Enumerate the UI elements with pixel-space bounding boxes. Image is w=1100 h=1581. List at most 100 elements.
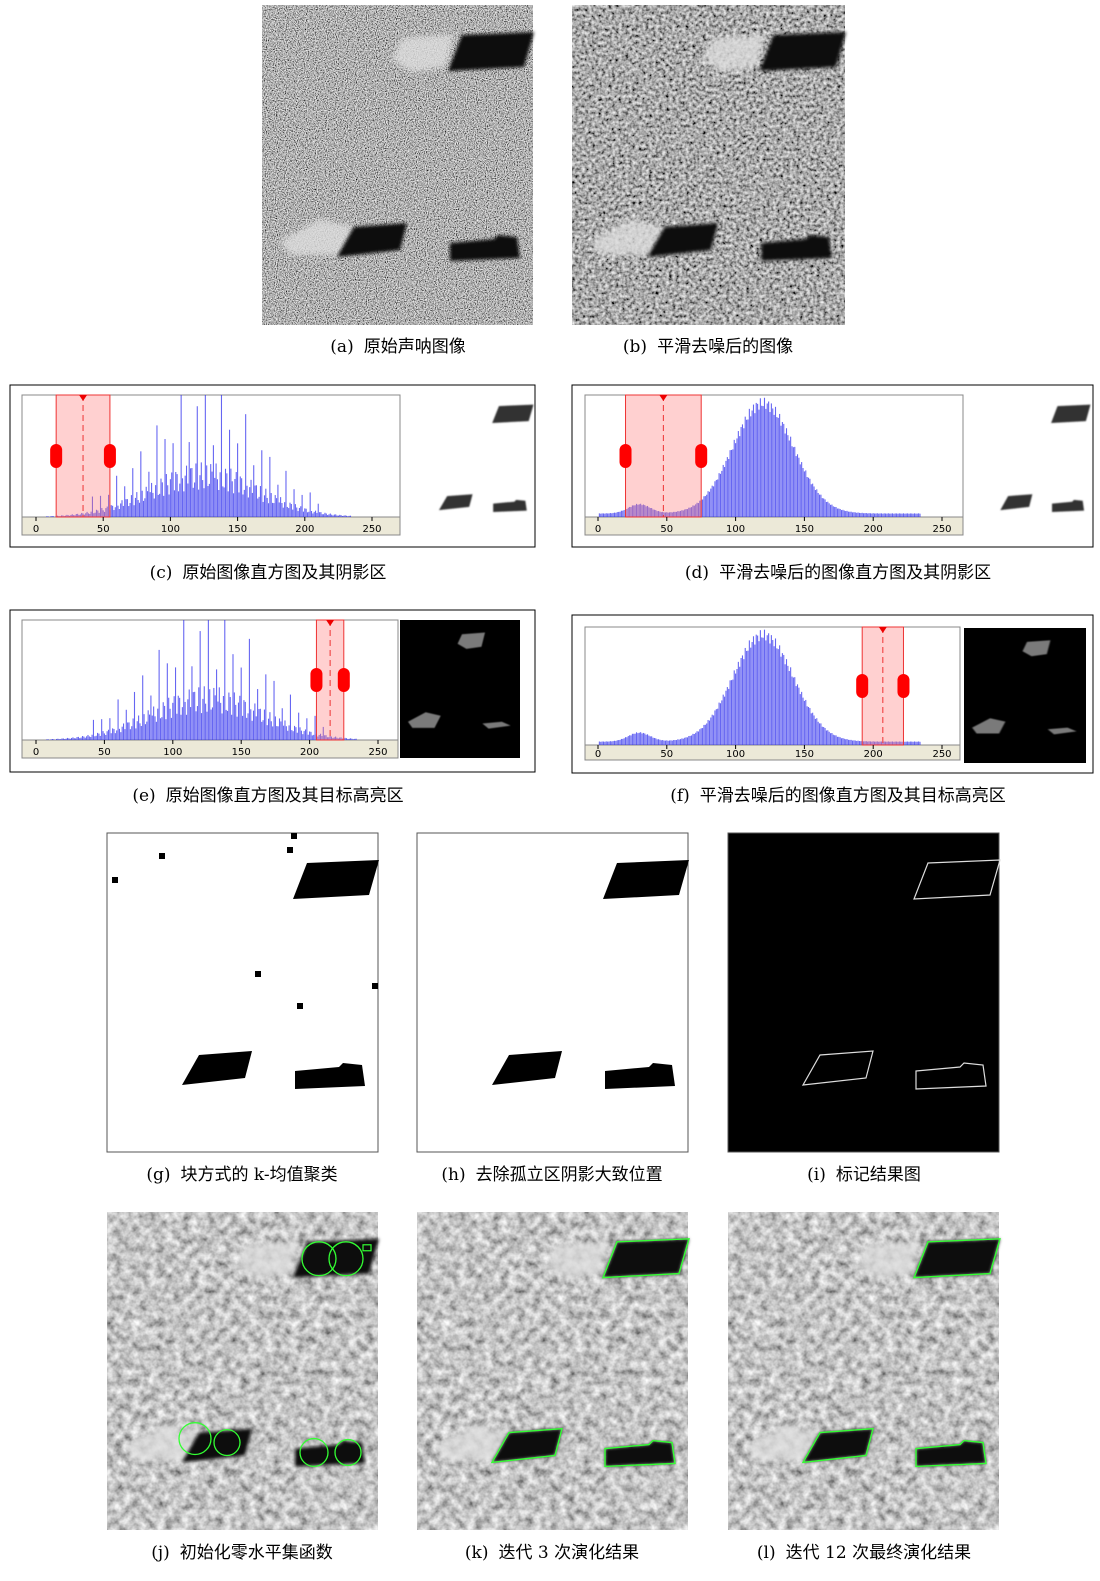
subfigure-caption: (l) 迭代 12 次最终演化结果 [757,1543,971,1563]
isolated-block [372,983,378,989]
threshold-thumbnail [400,620,520,758]
subfigure-caption: (a) 原始声呐图像 [330,337,465,357]
threshold-thumbnail [966,392,1090,542]
cluster-block [293,860,379,899]
isolated-block [291,833,297,839]
subfigure-label: (k) [465,1543,489,1563]
figure: 0 50 100 150 200 250 0 50 100 150 200 250 0 50 100 150 2… [0,0,1100,1577]
axis-band [22,740,398,758]
isolated-block [159,853,165,859]
threshold-thumbnail [964,628,1086,763]
threshold-thumbnail [403,392,533,542]
histogram-panel: 0 50 100 150 200 250 [572,615,1093,773]
isolated-block [297,1003,303,1009]
tick-label: 0 [33,524,39,535]
caption-text: 原始图像直方图及其目标高亮区 [166,786,404,806]
tick-label: 0 [595,524,601,535]
tick-label: 250 [368,747,387,758]
panel-bg [728,833,999,1152]
tick-label: 200 [295,524,314,535]
tick-label: 250 [932,749,951,760]
histogram-panel: 0 50 100 150 200 250 [10,385,535,547]
axis-band [585,517,963,535]
tick-label: 50 [660,524,673,535]
tick-label: 50 [98,747,111,758]
sonar-image [262,5,534,325]
tick-label: 0 [595,749,601,760]
caption-text: 块方式的 k-均值聚类 [181,1165,338,1185]
caption-text: 原始声呐图像 [364,337,466,357]
caption-text: 平滑去噪后的图像直方图及其阴影区 [719,563,991,583]
subfigure-label: (a) [330,337,353,357]
page: {"subfigures": [ {"label": "(a)", "capti… [0,0,1100,1577]
result-panel [728,833,1000,1152]
selection-handle [695,444,707,468]
caption-text: 原始图像直方图及其阴影区 [182,563,386,583]
caption-text: 初始化零水平集函数 [180,1543,333,1563]
subfigure-caption: (c) 原始图像直方图及其阴影区 [150,563,387,583]
axis-band [22,517,400,535]
tick-label: 200 [300,747,319,758]
isolated-block [307,890,313,896]
tick-label: 150 [228,524,247,535]
histogram-panel: 0 50 100 150 200 250 [572,385,1093,547]
isolated-block [112,877,118,883]
subfigure-label: (e) [132,786,155,806]
subfigure-caption: (b) 平滑去噪后的图像 [623,337,793,357]
sonar-image [572,5,846,325]
sonar-image [417,1212,689,1530]
sonar-image [107,1212,379,1530]
subfigure-caption: (k)迭代 3 次演化结果 [465,1543,639,1563]
isolated-block [287,847,293,853]
tick-label: 250 [932,524,951,535]
subfigure-label: (b) [623,337,647,357]
subfigure-label: (f) [670,786,690,806]
subfigure-label: (j) [151,1543,170,1563]
shadow [759,32,846,71]
shadow [448,32,534,71]
tick-label: 150 [232,747,251,758]
selection-handle [338,668,350,692]
subfigure-label: (c) [150,563,173,583]
caption-text: 去除孤立区阴影大致位置 [476,1165,663,1185]
cluster-block [603,860,689,899]
caption-text: 标记结果图 [836,1165,921,1185]
subfigure-label: (l) [757,1543,776,1563]
subfigure-caption: (h) 去除孤立区阴影大致位置 [441,1165,662,1185]
selection-handle [310,668,322,692]
subfigure-label: (i) [807,1165,826,1185]
result-panel [107,833,379,1152]
tick-label: 0 [33,747,39,758]
selection-handle [50,444,62,468]
subfigure-label: (h) [441,1165,465,1185]
sonar-image [728,1212,1000,1530]
tick-label: 100 [726,524,745,535]
subfigure-caption: (j) 初始化零水平集函数 [151,1543,333,1563]
selection-handle [104,444,116,468]
caption-text: 平滑去噪后的图像直方图及其目标高亮区 [700,786,1006,806]
tick-label: 100 [161,524,180,535]
subfigure-caption: (f) 平滑去噪后的图像直方图及其目标高亮区 [670,786,1006,806]
caption-text: 迭代 12 次最终演化结果 [786,1543,971,1563]
caption-text: 平滑去噪后的图像 [657,337,793,357]
tick-label: 150 [795,524,814,535]
tick-label: 150 [795,749,814,760]
tick-label: 250 [362,524,381,535]
tick-label: 50 [97,524,110,535]
selection-handle [620,444,632,468]
tick-label: 200 [864,524,883,535]
selection-handle [897,674,909,698]
selection-handle [856,674,868,698]
isolated-block [255,971,261,977]
subfigure-caption: (g)块方式的 k-均值聚类 [146,1165,337,1185]
dark-blob [1051,405,1090,423]
subfigure-caption: (d) 平滑去噪后的图像直方图及其阴影区 [685,563,991,583]
axis-band [585,745,960,760]
tick-label: 200 [864,749,883,760]
dark-blob [492,405,533,423]
subfigure-label: (d) [685,563,709,583]
tick-label: 100 [726,749,745,760]
tick-label: 50 [660,749,673,760]
result-panel [417,833,689,1152]
